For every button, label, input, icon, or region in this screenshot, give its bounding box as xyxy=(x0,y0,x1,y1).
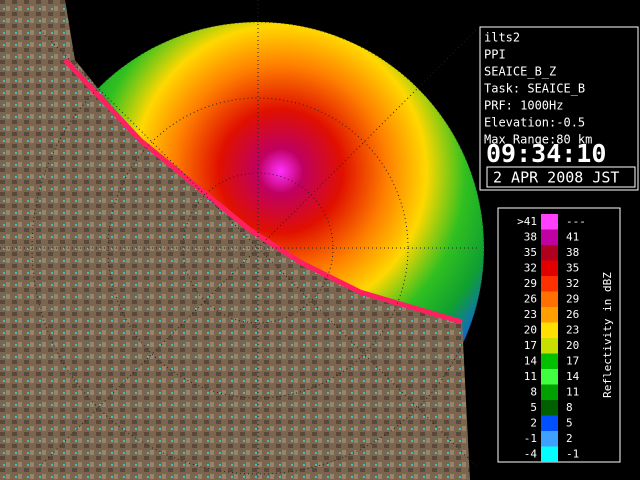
swatch xyxy=(541,338,558,354)
legend-low: 29 xyxy=(524,277,537,290)
legend-low: 38 xyxy=(524,231,537,244)
info-line: SEAICE_B_Z xyxy=(484,65,556,79)
swatch xyxy=(541,214,558,230)
swatch xyxy=(541,260,558,276)
legend-title: Reflectivity in dBZ xyxy=(601,272,614,398)
legend-high: 23 xyxy=(566,324,579,337)
date: 2 APR 2008 JST xyxy=(493,169,619,187)
legend-high: 32 xyxy=(566,277,579,290)
legend-high: 29 xyxy=(566,293,579,306)
swatch xyxy=(541,353,558,369)
legend-high: 8 xyxy=(566,401,573,414)
legend-high: 5 xyxy=(566,417,573,430)
swatch xyxy=(541,446,558,462)
time: 09:34:10 xyxy=(486,139,606,168)
legend-low: 5 xyxy=(530,401,537,414)
legend-low: 23 xyxy=(524,308,537,321)
legend-high: 20 xyxy=(566,339,579,352)
legend-low: 26 xyxy=(524,293,537,306)
legend-low: 14 xyxy=(524,355,538,368)
legend-high: 41 xyxy=(566,231,579,244)
legend-low: 35 xyxy=(524,246,537,259)
legend-low: >41 xyxy=(517,215,537,228)
info-panel xyxy=(479,26,639,191)
legend-low: 32 xyxy=(524,262,537,275)
info-line: Max Range:80 km xyxy=(484,133,592,147)
legend-low: -1 xyxy=(524,432,537,445)
legend-low: 17 xyxy=(524,339,537,352)
date-box xyxy=(486,166,636,188)
legend-high: 2 xyxy=(566,432,573,445)
info-line: PRF: 1000Hz xyxy=(484,99,563,113)
legend-low: 2 xyxy=(530,417,537,430)
legend-high: --- xyxy=(566,215,586,228)
legend-high: 14 xyxy=(566,370,580,383)
info-line: ilts2 xyxy=(484,31,520,45)
swatch xyxy=(541,431,558,447)
swatch xyxy=(541,307,558,323)
swatch xyxy=(541,245,558,261)
swatch xyxy=(541,322,558,338)
radar-image xyxy=(0,0,485,480)
swatch xyxy=(541,384,558,400)
info-line: PPI xyxy=(484,48,506,62)
legend-low: 20 xyxy=(524,324,537,337)
legend-high: 38 xyxy=(566,246,579,259)
legend-low: 8 xyxy=(530,386,537,399)
legend-high: 17 xyxy=(566,355,579,368)
swatch xyxy=(541,400,558,416)
legend-low: -4 xyxy=(524,448,538,461)
legend-box xyxy=(497,207,621,463)
legend-high: 35 xyxy=(566,262,579,275)
legend-high: 11 xyxy=(566,386,579,399)
swatch xyxy=(541,276,558,292)
legend-high: -1 xyxy=(566,448,579,461)
swatch xyxy=(541,369,558,385)
swatch xyxy=(541,415,558,431)
info-line: Task: SEAICE_B xyxy=(484,82,585,96)
swatch xyxy=(541,229,558,245)
legend-high: 26 xyxy=(566,308,579,321)
swatch xyxy=(541,291,558,307)
legend-low: 11 xyxy=(524,370,537,383)
info-line: Elevation:-0.5 xyxy=(484,116,585,130)
